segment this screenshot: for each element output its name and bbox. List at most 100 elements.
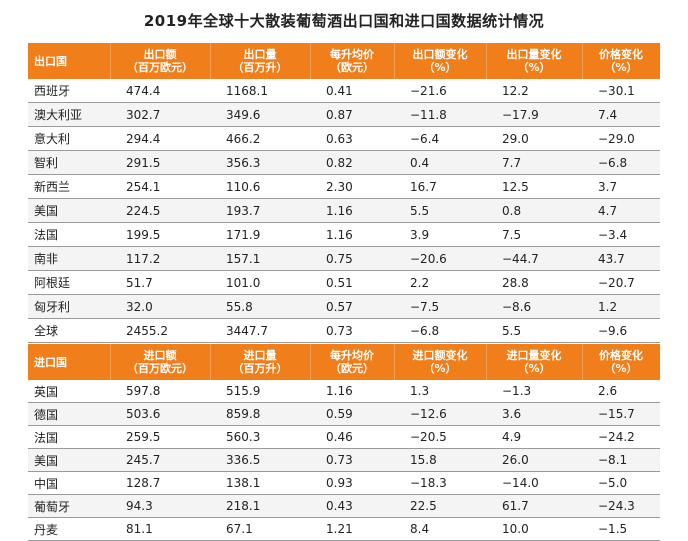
value-cell: 16.7 [394, 174, 486, 199]
header-label: （百万欧元） [127, 61, 193, 74]
value-cell: 0.4 [394, 150, 486, 175]
value-cell: −3.4 [582, 222, 660, 247]
value-cell: 29.0 [486, 126, 582, 151]
value-cell: 5.5 [486, 318, 582, 343]
value-cell: 0.43 [310, 494, 394, 518]
header-label: （%） [423, 362, 457, 375]
value-cell: 0.87 [310, 102, 394, 127]
value-cell: 7.7 [486, 150, 582, 175]
table-row: 葡萄牙 94.3 218.1 0.43 22.5 61.7 −24.3 [28, 494, 660, 518]
header-label: （%） [423, 61, 457, 74]
value-cell: 0.73 [310, 448, 394, 472]
value-cell: −12.6 [394, 402, 486, 426]
value-cell: 0.75 [310, 246, 394, 271]
value-cell: 0.46 [310, 425, 394, 449]
table-row: 南非 117.2 157.1 0.75 −20.6 −44.7 43.7 [28, 246, 660, 271]
value-cell: 15.8 [394, 448, 486, 472]
header-label: 进口额变化 [412, 349, 468, 362]
country-cell: 中国 [28, 471, 110, 495]
value-cell: 0.63 [310, 126, 394, 151]
header-cell: 出口额变化 （%） [394, 43, 487, 79]
value-cell: 67.1 [210, 517, 310, 541]
value-cell: −5.0 [582, 471, 660, 495]
header-label: （百万欧元） [127, 362, 193, 375]
header-cell: 价格变化 （%） [582, 43, 661, 79]
value-cell: 1.16 [310, 222, 394, 247]
header-cell: 每升均价 （欧元） [310, 344, 395, 380]
country-cell: 英国 [28, 380, 110, 403]
country-cell: 全球 [28, 318, 110, 343]
table-row: 匈牙利 32.0 55.8 0.57 −7.5 −8.6 1.2 [28, 294, 660, 319]
header-cell: 每升均价 （欧元） [310, 43, 395, 79]
value-cell: −6.8 [394, 318, 486, 343]
value-cell: 12.2 [486, 79, 582, 103]
table-row: 智利 291.5 356.3 0.82 0.4 7.7 −6.8 [28, 150, 660, 175]
country-cell: 匈牙利 [28, 294, 110, 319]
value-cell: 302.7 [110, 102, 210, 127]
value-cell: −7.5 [394, 294, 486, 319]
header-label: 出口量 [243, 48, 277, 61]
value-cell: 51.7 [110, 270, 210, 295]
value-cell: 7.5 [486, 222, 582, 247]
value-cell: −29.0 [582, 126, 660, 151]
table-row: 澳大利亚 302.7 349.6 0.87 −11.8 −17.9 7.4 [28, 102, 660, 127]
value-cell: 218.1 [210, 494, 310, 518]
header-label: （欧元） [330, 61, 374, 74]
header-label: 进口国 [34, 355, 67, 369]
header-label: （%） [517, 362, 551, 375]
table-row: 中国 128.7 138.1 0.93 −18.3 −14.0 −5.0 [28, 471, 660, 495]
header-cell: 出口量 （百万升） [210, 43, 311, 79]
value-cell: 2.30 [310, 174, 394, 199]
header-cell: 进口额变化 （%） [394, 344, 487, 380]
value-cell: 0.93 [310, 471, 394, 495]
value-cell: 32.0 [110, 294, 210, 319]
value-cell: −30.1 [582, 79, 660, 103]
header-label: （欧元） [330, 362, 374, 375]
header-label: 进口量 [243, 349, 277, 362]
value-cell: −8.1 [582, 448, 660, 472]
header-label: 每升均价 [330, 349, 374, 362]
header-label: 价格变化 [599, 48, 643, 61]
table-row: 德国 503.6 859.8 0.59 −12.6 3.6 −15.7 [28, 402, 660, 426]
value-cell: 1.16 [310, 198, 394, 223]
value-cell: 466.2 [210, 126, 310, 151]
value-cell: −20.7 [582, 270, 660, 295]
header-cell: 进口额 （百万欧元） [110, 344, 211, 380]
value-cell: 128.7 [110, 471, 210, 495]
value-cell: 1.21 [310, 517, 394, 541]
country-cell: 新西兰 [28, 174, 110, 199]
value-cell: −6.4 [394, 126, 486, 151]
country-cell: 意大利 [28, 126, 110, 151]
value-cell: 55.8 [210, 294, 310, 319]
header-cell: 进口国 [28, 344, 111, 380]
value-cell: 1.16 [310, 380, 394, 403]
value-cell: −14.0 [486, 471, 582, 495]
value-cell: −24.3 [582, 494, 660, 518]
value-cell: 597.8 [110, 380, 210, 403]
country-cell: 阿根廷 [28, 270, 110, 295]
value-cell: −1.3 [486, 380, 582, 403]
import-table-body: 英国 597.8 515.9 1.16 1.3 −1.3 2.6 德国 503.6 859.8 0.… [28, 380, 660, 541]
value-cell: 3.7 [582, 174, 660, 199]
table-row: 西班牙 474.4 1168.1 0.41 −21.6 12.2 −30.1 [28, 79, 660, 103]
value-cell: 5.5 [394, 198, 486, 223]
value-cell: −17.9 [486, 102, 582, 127]
country-cell: 法国 [28, 425, 110, 449]
value-cell: 199.5 [110, 222, 210, 247]
table-row: 美国 224.5 193.7 1.16 5.5 0.8 4.7 [28, 198, 660, 223]
value-cell: −15.7 [582, 402, 660, 426]
country-cell: 西班牙 [28, 79, 110, 103]
header-cell: 出口额 （百万欧元） [110, 43, 211, 79]
value-cell: 193.7 [210, 198, 310, 223]
country-cell: 德国 [28, 402, 110, 426]
value-cell: 356.3 [210, 150, 310, 175]
country-cell: 澳大利亚 [28, 102, 110, 127]
table-row: 丹麦 81.1 67.1 1.21 8.4 10.0 −1.5 [28, 517, 660, 541]
value-cell: 3.9 [394, 222, 486, 247]
value-cell: 7.4 [582, 102, 660, 127]
country-cell: 丹麦 [28, 517, 110, 541]
value-cell: −18.3 [394, 471, 486, 495]
value-cell: 560.3 [210, 425, 310, 449]
value-cell: 3.6 [486, 402, 582, 426]
value-cell: 254.1 [110, 174, 210, 199]
